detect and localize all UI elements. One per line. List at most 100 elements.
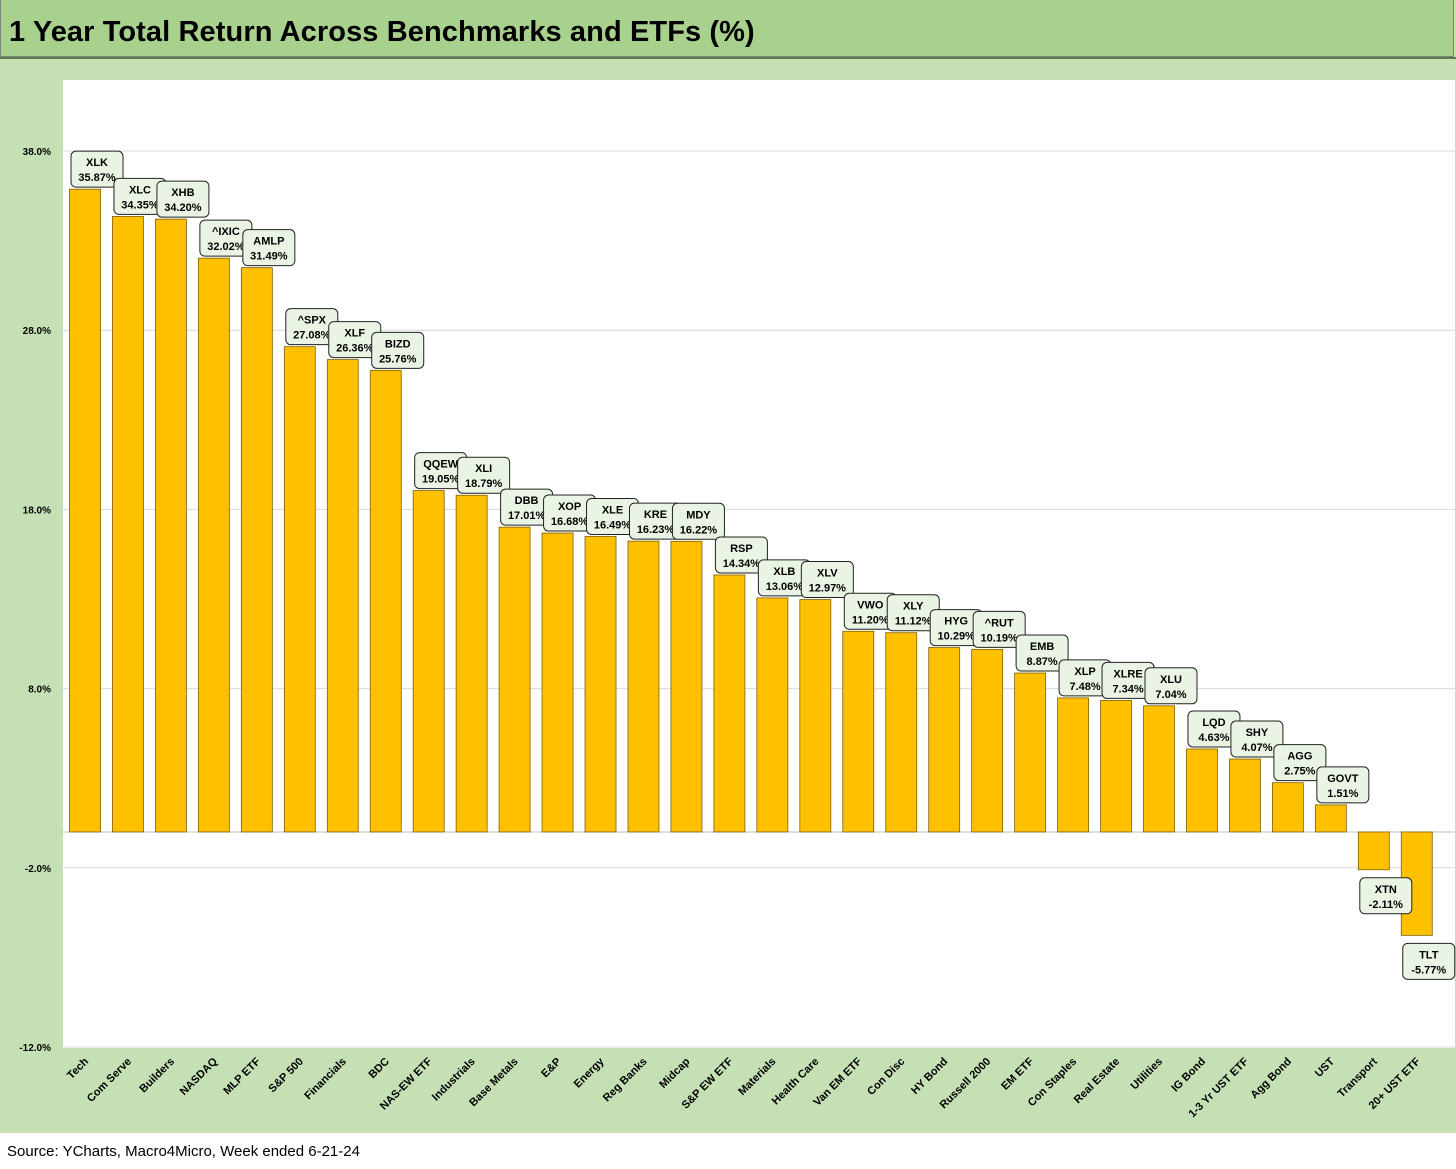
data-label-ticker: XLV <box>817 568 838 580</box>
data-label-value: 2.75% <box>1284 766 1315 778</box>
data-label-box <box>1359 877 1413 915</box>
data-label-value: 35.87% <box>78 172 116 184</box>
data-label: XLV 12.97% <box>800 561 854 599</box>
data-label-box <box>371 331 425 369</box>
title-bar: 1 Year Total Return Across Benchmarks an… <box>0 0 1454 57</box>
data-label-ticker: RSP <box>730 543 753 555</box>
x-tick-label: HY Bond <box>909 1056 950 1097</box>
x-tick-label: Materials <box>736 1056 778 1098</box>
data-label-ticker: SHY <box>1246 727 1269 739</box>
bars <box>69 188 1433 936</box>
data-label-value: 13.06% <box>766 581 804 593</box>
page-title: 1 Year Total Return Across Benchmarks an… <box>9 16 755 48</box>
data-label-ticker: XLI <box>475 463 492 475</box>
data-label-ticker: HYG <box>944 616 968 628</box>
data-label: ^SPX 27.08% <box>285 308 339 346</box>
data-label-ticker: AGG <box>1287 751 1312 763</box>
data-label: ^RUT 10.19% <box>972 610 1026 648</box>
data-label-box <box>800 561 854 599</box>
data-label-value: 34.35% <box>121 199 159 211</box>
data-label-ticker: XLB <box>773 566 795 578</box>
bar-xtn <box>1357 831 1390 871</box>
data-label-box <box>1402 942 1456 980</box>
bar-qqew <box>412 490 445 833</box>
data-label-value: 11.20% <box>852 614 889 626</box>
data-label-value: -5.77% <box>1411 964 1446 976</box>
x-tick-label: Com Serve <box>85 1056 134 1105</box>
data-label-value: 26.36% <box>336 343 374 355</box>
x-tick-label: UST <box>1313 1055 1337 1079</box>
data-label-value: 7.34% <box>1112 683 1143 695</box>
data-label-ticker: VWO <box>857 599 884 611</box>
data-label: XLY 11.12% <box>886 594 940 632</box>
data-label: XLE 16.49% <box>586 497 640 535</box>
data-label: XLK 35.87% <box>70 150 124 188</box>
data-label-value: 17.01% <box>508 510 546 522</box>
x-tick-label: Midcap <box>657 1055 692 1090</box>
data-label-ticker: XLC <box>129 184 151 196</box>
bar-rsp <box>713 574 746 833</box>
data-label-value: 1.51% <box>1327 788 1358 800</box>
data-label-ticker: KRE <box>644 509 667 521</box>
bar-xle <box>584 536 617 833</box>
data-label-value: 11.12% <box>895 616 932 628</box>
data-label-box <box>1273 744 1327 782</box>
data-label-box <box>70 150 124 188</box>
bar-lqd <box>1186 748 1218 833</box>
data-label-value: 19.05% <box>422 474 460 486</box>
data-label-value: 16.22% <box>680 524 718 536</box>
data-label-box <box>671 502 725 540</box>
data-label: AMLP 31.49% <box>242 229 296 267</box>
data-label: XTN -2.11% <box>1359 877 1413 915</box>
bar-rut <box>971 648 1004 833</box>
data-label-ticker: DBB <box>515 495 539 507</box>
bar-shy <box>1229 758 1261 833</box>
x-tick-label: Agg Bond <box>1248 1056 1294 1102</box>
data-label: BIZD 25.76% <box>371 331 425 369</box>
y-axis: -12.0% -2.0% 8.0% 18.0% 28.0% 38.0% <box>19 147 51 1054</box>
data-label: XLU 7.04% <box>1144 667 1198 705</box>
data-label-ticker: ^SPX <box>298 315 327 327</box>
data-label-ticker: ^IXIC <box>212 226 240 238</box>
x-tick-label: Real Estate <box>1072 1056 1122 1106</box>
data-label-ticker: BIZD <box>385 338 411 350</box>
data-label-ticker: XLF <box>344 328 365 340</box>
bar-kre <box>627 540 660 833</box>
data-label: ^IXIC 32.02% <box>199 219 253 257</box>
bar-xli <box>455 494 488 833</box>
data-label-ticker: XLE <box>602 504 623 516</box>
x-tick-label: BDC <box>366 1056 391 1081</box>
data-label: VWO 11.20% <box>843 592 897 630</box>
data-label-value: -2.11% <box>1369 899 1403 911</box>
x-tick-label: Reg Banks <box>601 1056 650 1105</box>
data-label-ticker: XHB <box>171 187 194 199</box>
y-tick-label: -12.0% <box>19 1043 51 1054</box>
x-tick-label: Builders <box>137 1056 177 1096</box>
data-label: SHY 4.07% <box>1230 720 1284 758</box>
bar-xlk <box>69 188 101 833</box>
data-label-box <box>156 180 210 218</box>
data-label: GOVT 1.51% <box>1316 766 1370 804</box>
bar-xlu <box>1143 705 1175 833</box>
x-tick-label: Financials <box>302 1056 349 1103</box>
y-tick-label: 28.0% <box>23 326 51 337</box>
data-label-value: 27.08% <box>293 330 331 342</box>
data-label-value: 10.29% <box>938 631 976 643</box>
data-label: QQEW 19.05% <box>414 452 468 490</box>
x-tick-label: E&P <box>539 1056 563 1080</box>
bar-govt <box>1314 804 1347 833</box>
data-label: EMB 8.87% <box>1015 634 1069 672</box>
data-label: HYG 10.29% <box>929 609 983 647</box>
x-tick-label: EM ETF <box>999 1055 1036 1092</box>
title-divider <box>0 57 1456 59</box>
data-label-value: 7.04% <box>1155 689 1186 701</box>
data-label-box <box>1230 720 1284 758</box>
data-label-ticker: GOVT <box>1327 773 1358 785</box>
data-label-value: 7.48% <box>1069 681 1100 693</box>
data-label-ticker: AMLP <box>253 236 284 248</box>
data-label: RSP 14.34% <box>714 536 768 574</box>
source-note: Source: YCharts, Macro4Micro, Week ended… <box>7 1143 360 1160</box>
data-label-box <box>1144 667 1198 705</box>
data-label: XLP 7.48% <box>1058 659 1112 697</box>
